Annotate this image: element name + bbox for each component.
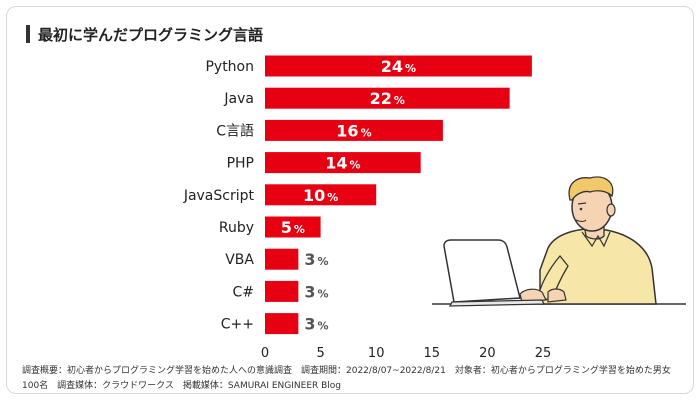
- category-label: JavaScript: [183, 188, 255, 204]
- x-tick-label: 15: [424, 346, 441, 361]
- footnote-line-2: 100名 調査媒体：クラウドワークス 掲載媒体：SAMURAI ENGINEER…: [22, 381, 342, 391]
- data-label: 16%: [336, 121, 371, 140]
- bar: [265, 119, 443, 141]
- bar: [265, 313, 299, 335]
- category-label: Java: [223, 91, 254, 107]
- bar: [265, 248, 299, 270]
- category-label: C言語: [216, 123, 254, 139]
- bar: [265, 280, 299, 302]
- data-label: 3%: [304, 315, 328, 334]
- footnote-line-1: 調査概要：初心者からプログラミング学習を始めた人への意識調査 調査期間：2022…: [22, 366, 671, 376]
- data-label: 14%: [325, 154, 360, 173]
- data-label: 5%: [281, 218, 305, 237]
- data-label: 24%: [381, 57, 416, 76]
- category-label: Python: [205, 59, 254, 75]
- x-tick-label: 0: [261, 346, 269, 361]
- category-label: VBA: [225, 252, 254, 268]
- category-label: C++: [221, 317, 254, 333]
- bar: [265, 55, 532, 77]
- data-label: 22%: [370, 89, 405, 108]
- category-label: Ruby: [219, 220, 254, 236]
- survey-footnote: 調査概要：初心者からプログラミング学習を始めた人への意識調査 調査期間：2022…: [22, 364, 671, 394]
- x-tick-label: 5: [316, 346, 324, 361]
- data-label: 3%: [304, 282, 328, 301]
- bar: [265, 152, 421, 174]
- x-tick-label: 20: [479, 346, 496, 361]
- data-label: 3%: [304, 250, 328, 269]
- bar: [265, 184, 377, 206]
- category-label: PHP: [227, 156, 254, 172]
- bar: [265, 87, 510, 109]
- title-accent-bar: [26, 25, 30, 43]
- chart-title: 最初に学んだプログラミング言語: [38, 26, 264, 44]
- category-label: C#: [232, 284, 254, 300]
- data-label: 10%: [303, 186, 338, 205]
- bar: [265, 216, 321, 238]
- x-tick-label: 10: [368, 346, 385, 361]
- x-tick-label: 25: [535, 346, 552, 361]
